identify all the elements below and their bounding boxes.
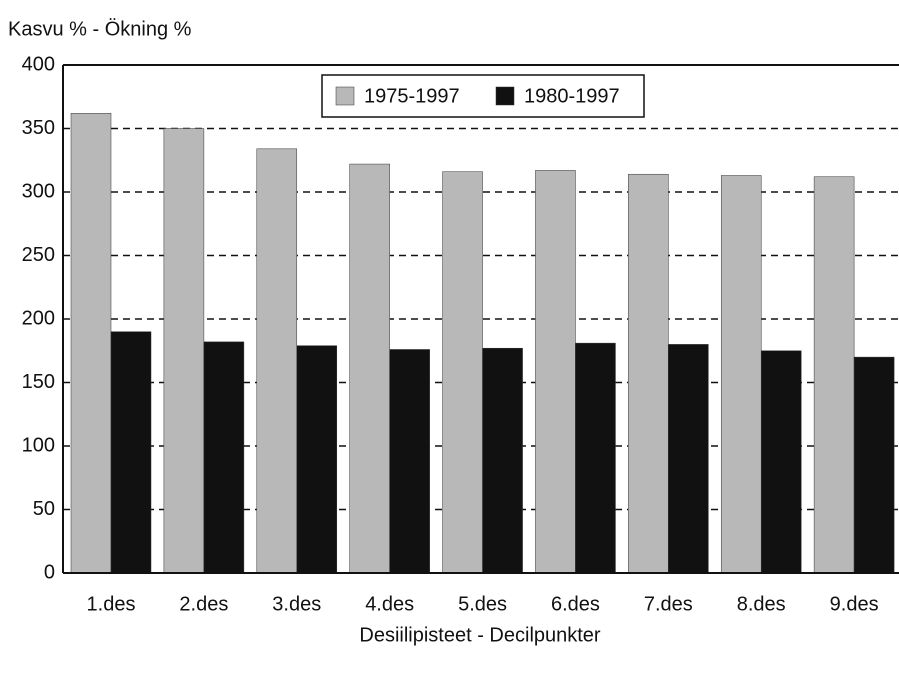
bar <box>163 128 205 574</box>
y-tick-label: 50 <box>33 498 55 520</box>
x-tick-label: 3.des <box>272 593 321 615</box>
bar <box>853 356 895 574</box>
chart-title: Kasvu % - Ökning % <box>8 18 192 40</box>
bar <box>442 171 483 574</box>
bar <box>668 344 709 574</box>
y-tick-label: 0 <box>44 561 55 583</box>
bar <box>70 113 112 574</box>
x-tick-label: 7.des <box>644 593 693 615</box>
y-tick-label: 150 <box>22 371 55 393</box>
bar <box>535 170 576 574</box>
y-tick-label: 250 <box>22 244 55 266</box>
x-tick-label: 9.des <box>830 593 879 615</box>
x-tick-label: 2.des <box>179 593 228 615</box>
bar <box>760 350 802 574</box>
x-tick-label: 8.des <box>737 593 786 615</box>
bar <box>256 148 298 574</box>
legend-swatch <box>495 86 515 106</box>
y-tick-label: 100 <box>22 434 55 456</box>
bar <box>296 345 338 574</box>
legend-label: 1980-1997 <box>524 85 620 107</box>
bar <box>720 175 762 574</box>
x-tick-label: 4.des <box>365 593 414 615</box>
bar <box>349 163 390 574</box>
y-tick-label: 200 <box>22 307 55 329</box>
x-tick-label: 6.des <box>551 593 600 615</box>
legend-swatch <box>335 86 355 106</box>
x-axis-label: Desiilipisteet - Decilpunkter <box>359 624 601 646</box>
y-tick-label: 350 <box>22 117 55 139</box>
bar <box>389 349 430 574</box>
bar <box>203 341 245 574</box>
bar <box>628 173 669 574</box>
bar <box>813 176 855 574</box>
bar <box>482 347 523 574</box>
y-tick-label: 300 <box>22 180 55 202</box>
bar <box>575 342 616 574</box>
x-tick-label: 1.des <box>87 593 136 615</box>
y-tick-label: 400 <box>22 53 55 75</box>
bar <box>110 331 152 574</box>
legend <box>321 74 645 118</box>
legend-label: 1975-1997 <box>364 85 460 107</box>
x-tick-label: 5.des <box>458 593 507 615</box>
